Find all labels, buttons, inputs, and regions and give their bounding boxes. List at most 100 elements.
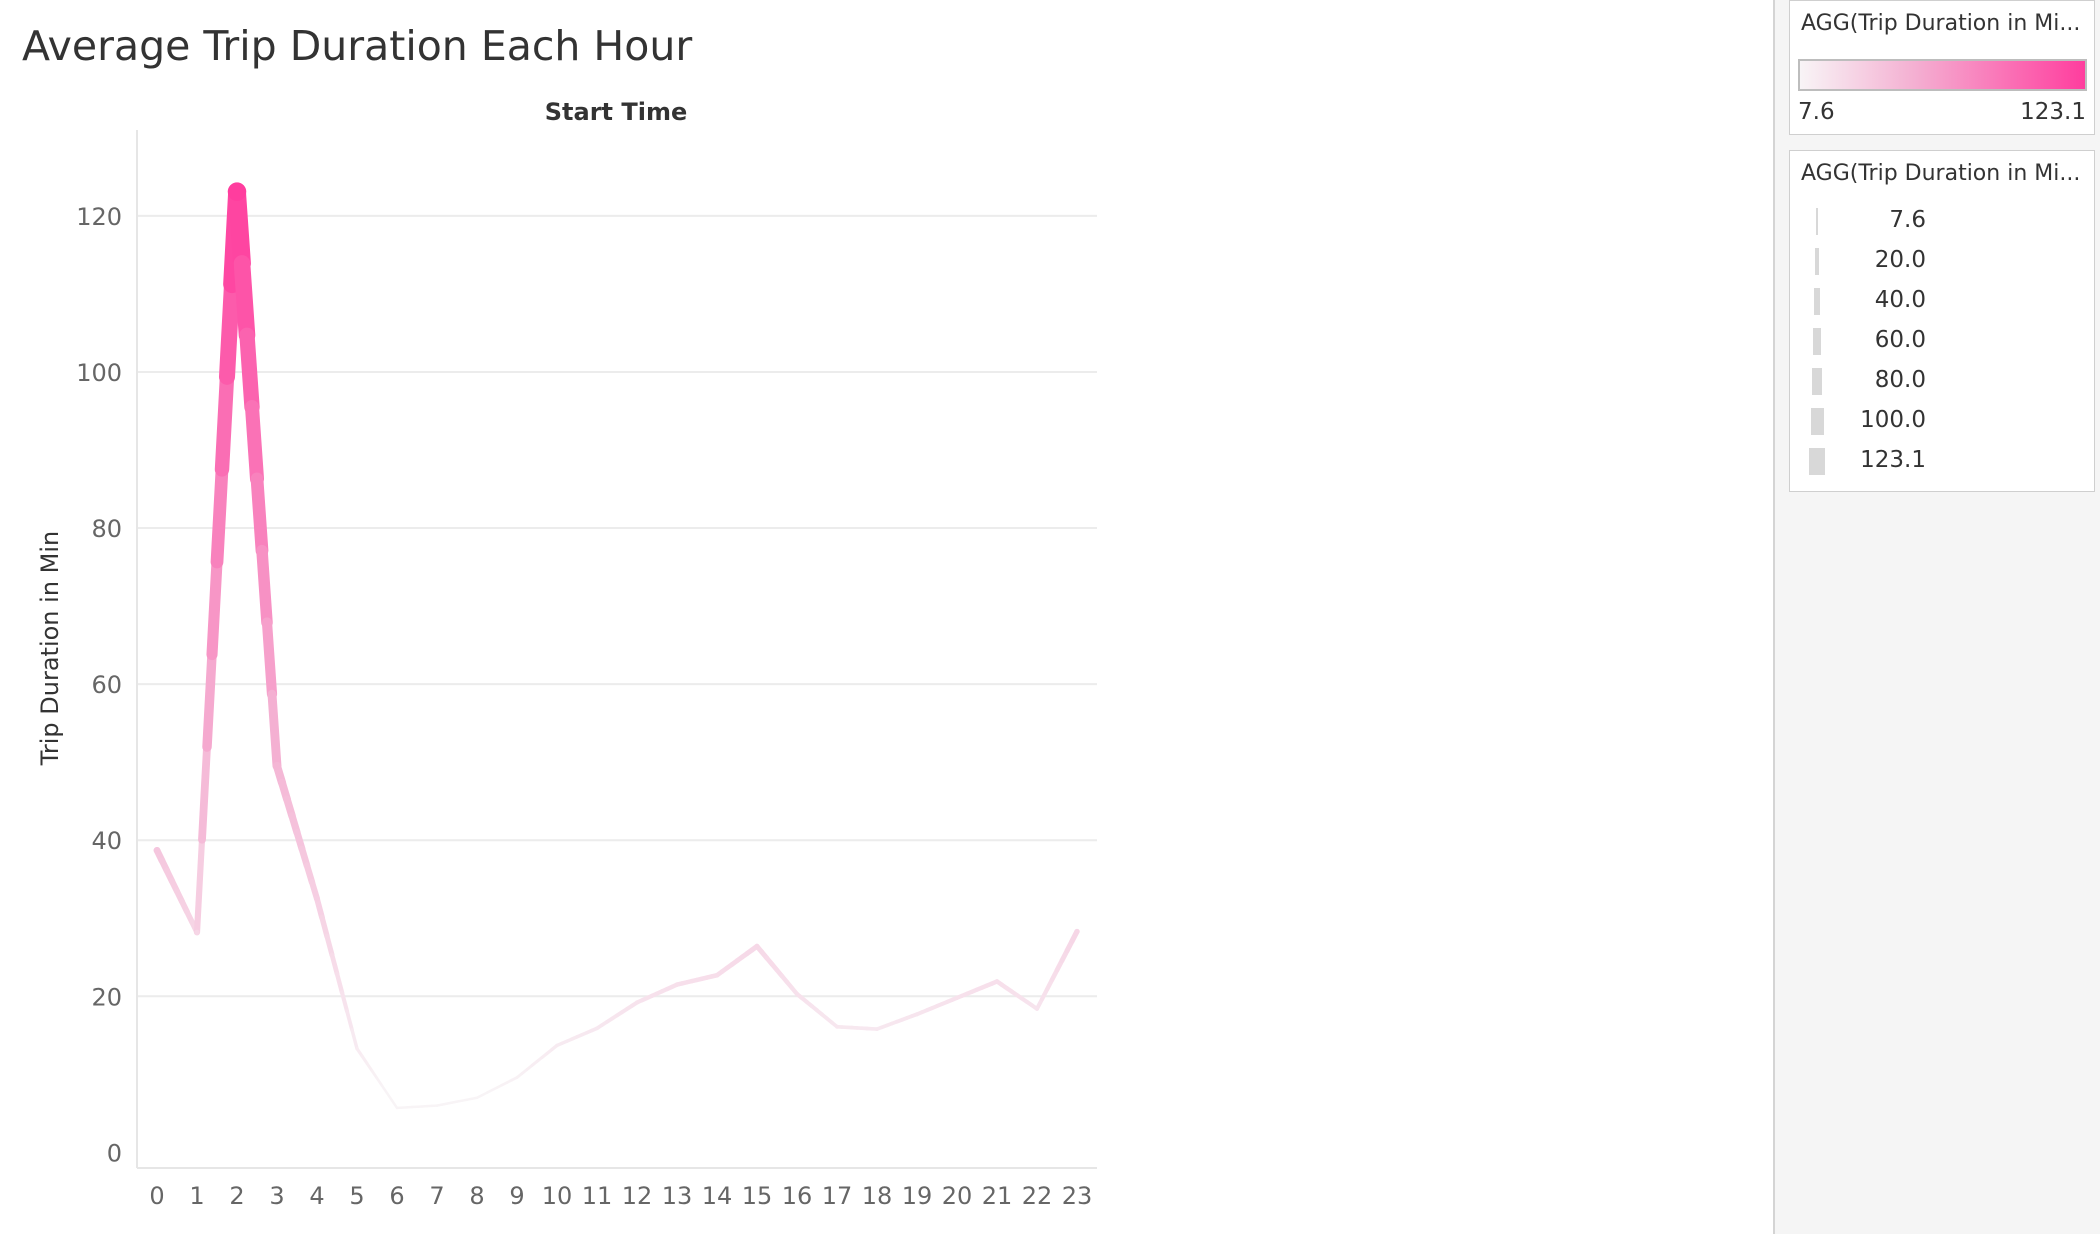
data-point-hour-20[interactable] — [954, 995, 960, 1000]
line-segment-4-5 — [329, 952, 340, 977]
line-chart[interactable]: Start Time Trip Duration in Min 02040608… — [0, 0, 1772, 1234]
data-point-hour-1[interactable] — [194, 929, 200, 935]
line-segment-1-2 — [210, 463, 229, 569]
y-tick-label-40: 40 — [91, 827, 122, 855]
data-point-hour-7[interactable] — [435, 1104, 439, 1107]
size-swatch — [1810, 408, 1824, 435]
data-point-hour-10[interactable] — [555, 1043, 559, 1048]
size-legend-item: 100.0 — [1790, 401, 2094, 441]
x-axis-ticks: 0 1 2 3 4 5 6 7 8 9 10 11 12 13 14 15 16 17 18 19 20 21 22 23 — [149, 1182, 1092, 1210]
line-segment-4-5 — [334, 971, 345, 995]
line-segment-4-5 — [350, 1028, 359, 1051]
data-point-hour-18[interactable] — [875, 1027, 879, 1031]
data-point-hour-8[interactable] — [475, 1096, 479, 1100]
y-tick-label-120: 120 — [76, 203, 122, 231]
y-tick-label-0: 0 — [107, 1139, 122, 1167]
x-tick-label-6: 6 — [389, 1182, 404, 1210]
y-axis-label: Trip Duration in Min — [36, 531, 64, 767]
data-point-hour-6[interactable] — [395, 1106, 399, 1110]
line-segment-1-2 — [198, 743, 211, 844]
size-swatch — [1809, 448, 1825, 475]
data-point-hour-13[interactable] — [674, 982, 680, 987]
data-point-hour-9[interactable] — [515, 1076, 519, 1079]
x-tick-label-12: 12 — [622, 1182, 653, 1210]
size-legend-label: 20.0 — [1874, 247, 1926, 273]
data-point-hour-12[interactable] — [634, 1000, 640, 1005]
line-segment-5-6 — [380, 1084, 389, 1095]
size-legend-label: 40.0 — [1874, 287, 1926, 313]
size-legend[interactable]: AGG(Trip Duration in Mi... 7.6 20.0 40.0 60… — [1789, 150, 2095, 492]
size-legend-item: 80.0 — [1790, 361, 2094, 401]
x-tick-label-3: 3 — [269, 1182, 284, 1210]
x-tick-label-16: 16 — [782, 1182, 813, 1210]
size-legend-label: 123.1 — [1860, 447, 1926, 473]
line-segment-4-5 — [319, 914, 330, 939]
x-tick-label-21: 21 — [982, 1182, 1013, 1210]
line-segment-2-3 — [233, 255, 256, 344]
x-tick-label-5: 5 — [349, 1182, 364, 1210]
line-segment-4-5 — [345, 1009, 354, 1032]
y-axis-ticks: 0 20 40 60 80 100 120 — [76, 203, 122, 1168]
size-swatch — [1814, 288, 1820, 315]
line-segment-4-5 — [314, 895, 325, 921]
data-point-hour-4[interactable] — [314, 895, 320, 902]
size-legend-title: AGG(Trip Duration in Mi... — [1801, 161, 2081, 186]
size-legend-item: 40.0 — [1790, 281, 2094, 321]
y-tick-label-60: 60 — [91, 671, 122, 699]
size-legend-label: 60.0 — [1874, 327, 1926, 353]
data-point-hour-14[interactable] — [714, 972, 720, 978]
data-point-hour-15[interactable] — [754, 943, 760, 949]
x-tick-label-17: 17 — [822, 1182, 853, 1210]
data-point-hour-19[interactable] — [915, 1012, 919, 1017]
x-tick-label-22: 22 — [1022, 1182, 1053, 1210]
line-segment-1-2 — [193, 836, 206, 936]
x-tick-label-0: 0 — [149, 1182, 164, 1210]
y-tick-label-80: 80 — [91, 515, 122, 543]
size-swatch — [1815, 208, 1818, 235]
x-tick-label-23: 23 — [1062, 1182, 1093, 1210]
line-segment-5-6 — [390, 1099, 399, 1110]
line-segment-4-5 — [324, 933, 335, 958]
data-point-hour-16[interactable] — [794, 991, 800, 997]
data-point-hour-0[interactable] — [153, 846, 161, 854]
line-segment-2-3 — [256, 544, 273, 629]
data-point-hour-2[interactable] — [227, 182, 247, 201]
x-tick-label-11: 11 — [582, 1182, 613, 1210]
data-point-hour-22[interactable] — [1035, 1006, 1039, 1011]
size-legend-item: 7.6 — [1790, 201, 2094, 241]
line-segment-4-5 — [339, 990, 350, 1014]
data-point-hour-11[interactable] — [595, 1026, 599, 1031]
size-swatch — [1815, 248, 1819, 275]
data-point-hour-5[interactable] — [355, 1046, 359, 1051]
y-tick-label-100: 100 — [76, 359, 122, 387]
line-segment-5-6 — [385, 1091, 394, 1102]
x-tick-label-9: 9 — [509, 1182, 524, 1210]
size-legend-item: 60.0 — [1790, 321, 2094, 361]
line-segment-2-3 — [228, 182, 251, 273]
color-legend-min: 7.6 — [1798, 99, 1835, 125]
line-segment-5-6 — [365, 1061, 374, 1073]
data-point-hour-21[interactable] — [994, 979, 1000, 984]
size-legend-label: 7.6 — [1889, 207, 1926, 233]
size-legend-item: 20.0 — [1790, 241, 2094, 281]
line-segment-2-3 — [261, 617, 278, 700]
line-segment-1-2 — [202, 649, 217, 752]
x-tick-label-1: 1 — [189, 1182, 204, 1210]
size-swatch — [1812, 328, 1822, 355]
line-segment-2-3 — [267, 689, 282, 771]
color-legend[interactable]: AGG(Trip Duration in Mi... 7.6 123.1 — [1789, 0, 2095, 135]
trip-duration-line[interactable] — [153, 182, 1080, 1110]
line-segment-5-6 — [370, 1069, 379, 1080]
x-tick-label-2: 2 — [229, 1182, 244, 1210]
data-point-hour-23[interactable] — [1074, 928, 1080, 935]
data-point-hour-17[interactable] — [835, 1024, 839, 1029]
x-tick-label-20: 20 — [942, 1182, 973, 1210]
size-legend-item: 123.1 — [1790, 441, 2094, 481]
line-segment-1-2 — [218, 276, 241, 385]
line-segment-2-3 — [250, 472, 269, 558]
data-point-hour-3[interactable] — [272, 761, 282, 771]
x-tick-label-14: 14 — [702, 1182, 733, 1210]
line-segment-2-3 — [239, 327, 260, 415]
color-ramp — [1798, 59, 2087, 91]
x-tick-label-18: 18 — [862, 1182, 893, 1210]
